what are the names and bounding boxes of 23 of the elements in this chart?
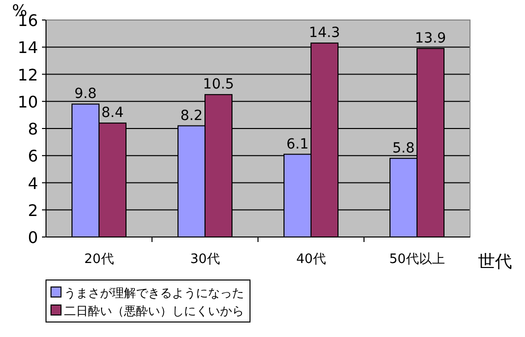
x-tick-label: 40代 bbox=[296, 252, 326, 267]
data-label: 9.8 bbox=[74, 86, 97, 102]
data-label: 10.5 bbox=[202, 76, 234, 93]
y-tick-label: 2 bbox=[28, 200, 38, 220]
x-tick-label: 50代以上 bbox=[389, 252, 445, 267]
y-tick-label: 6 bbox=[28, 146, 38, 166]
data-label: 5.8 bbox=[392, 140, 415, 156]
y-tick-label: 8 bbox=[28, 120, 38, 138]
x-tick-label: 30代 bbox=[190, 252, 220, 267]
y-tick-label: 0 bbox=[28, 228, 38, 247]
legend-label: うまさが理解できるようになった bbox=[64, 286, 244, 300]
y-tick-label: 12 bbox=[18, 65, 38, 84]
data-label: 6.1 bbox=[286, 136, 309, 152]
data-label: 14.3 bbox=[308, 25, 340, 42]
data-label: 13.9 bbox=[414, 30, 446, 46]
legend-label: 二日酔い（悪酔い）しにくいから bbox=[64, 304, 244, 318]
y-tick-label: 14 bbox=[18, 38, 38, 58]
data-label: 8.2 bbox=[180, 108, 203, 124]
data-label: 8.4 bbox=[101, 105, 124, 122]
y-tick-label: 4 bbox=[28, 174, 38, 193]
y-tick-label: 10 bbox=[18, 92, 38, 112]
x-axis-title: 世代 bbox=[478, 252, 512, 272]
x-tick-label: 20代 bbox=[84, 252, 114, 267]
